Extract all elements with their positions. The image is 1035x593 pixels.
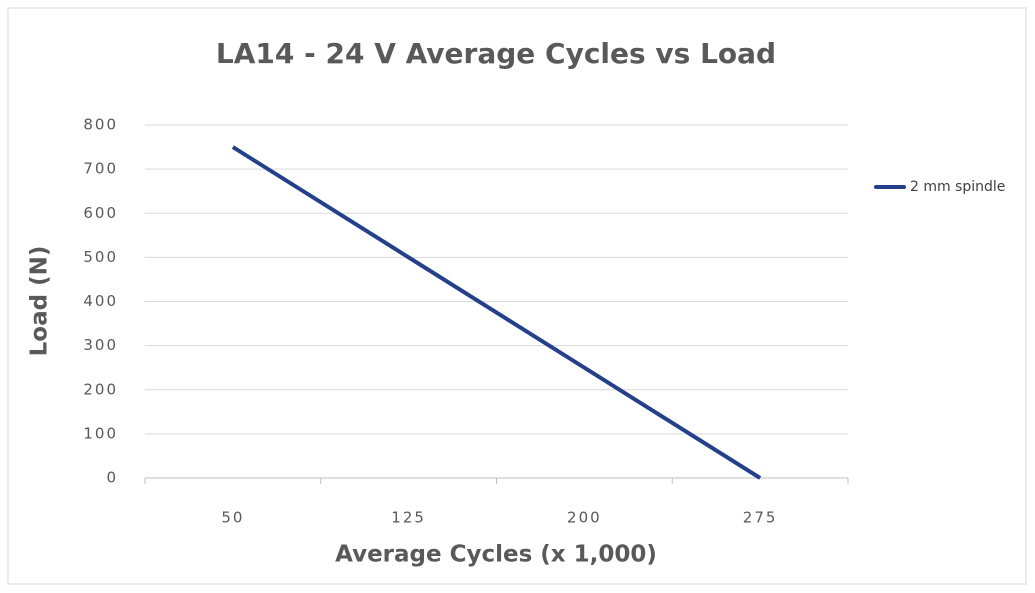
x-tick-label: 50 (221, 509, 244, 527)
y-tick-label: 500 (83, 248, 118, 266)
y-tick-label: 600 (83, 204, 118, 222)
legend-label: 2 mm spindle (910, 179, 1005, 195)
y-tick-label: 100 (83, 424, 118, 442)
data-line (231, 145, 762, 480)
y-tick-label: 0 (106, 469, 118, 487)
chart-title: LA14 - 24 V Average Cycles vs Load (216, 37, 776, 70)
y-tick-label: 300 (83, 336, 118, 354)
chart-frame (7, 7, 1027, 585)
y-axis-title: Load (N) (27, 246, 53, 357)
x-axis-title: Average Cycles (x 1,000) (335, 542, 657, 568)
y-tick-label: 400 (83, 292, 118, 310)
y-tick-label: 200 (83, 380, 118, 398)
x-tick-label: 200 (567, 509, 602, 527)
x-tick-label: 275 (743, 509, 778, 527)
y-tick-label: 800 (83, 116, 118, 134)
x-tick-label: 125 (391, 509, 426, 527)
y-tick-label: 700 (83, 160, 118, 178)
